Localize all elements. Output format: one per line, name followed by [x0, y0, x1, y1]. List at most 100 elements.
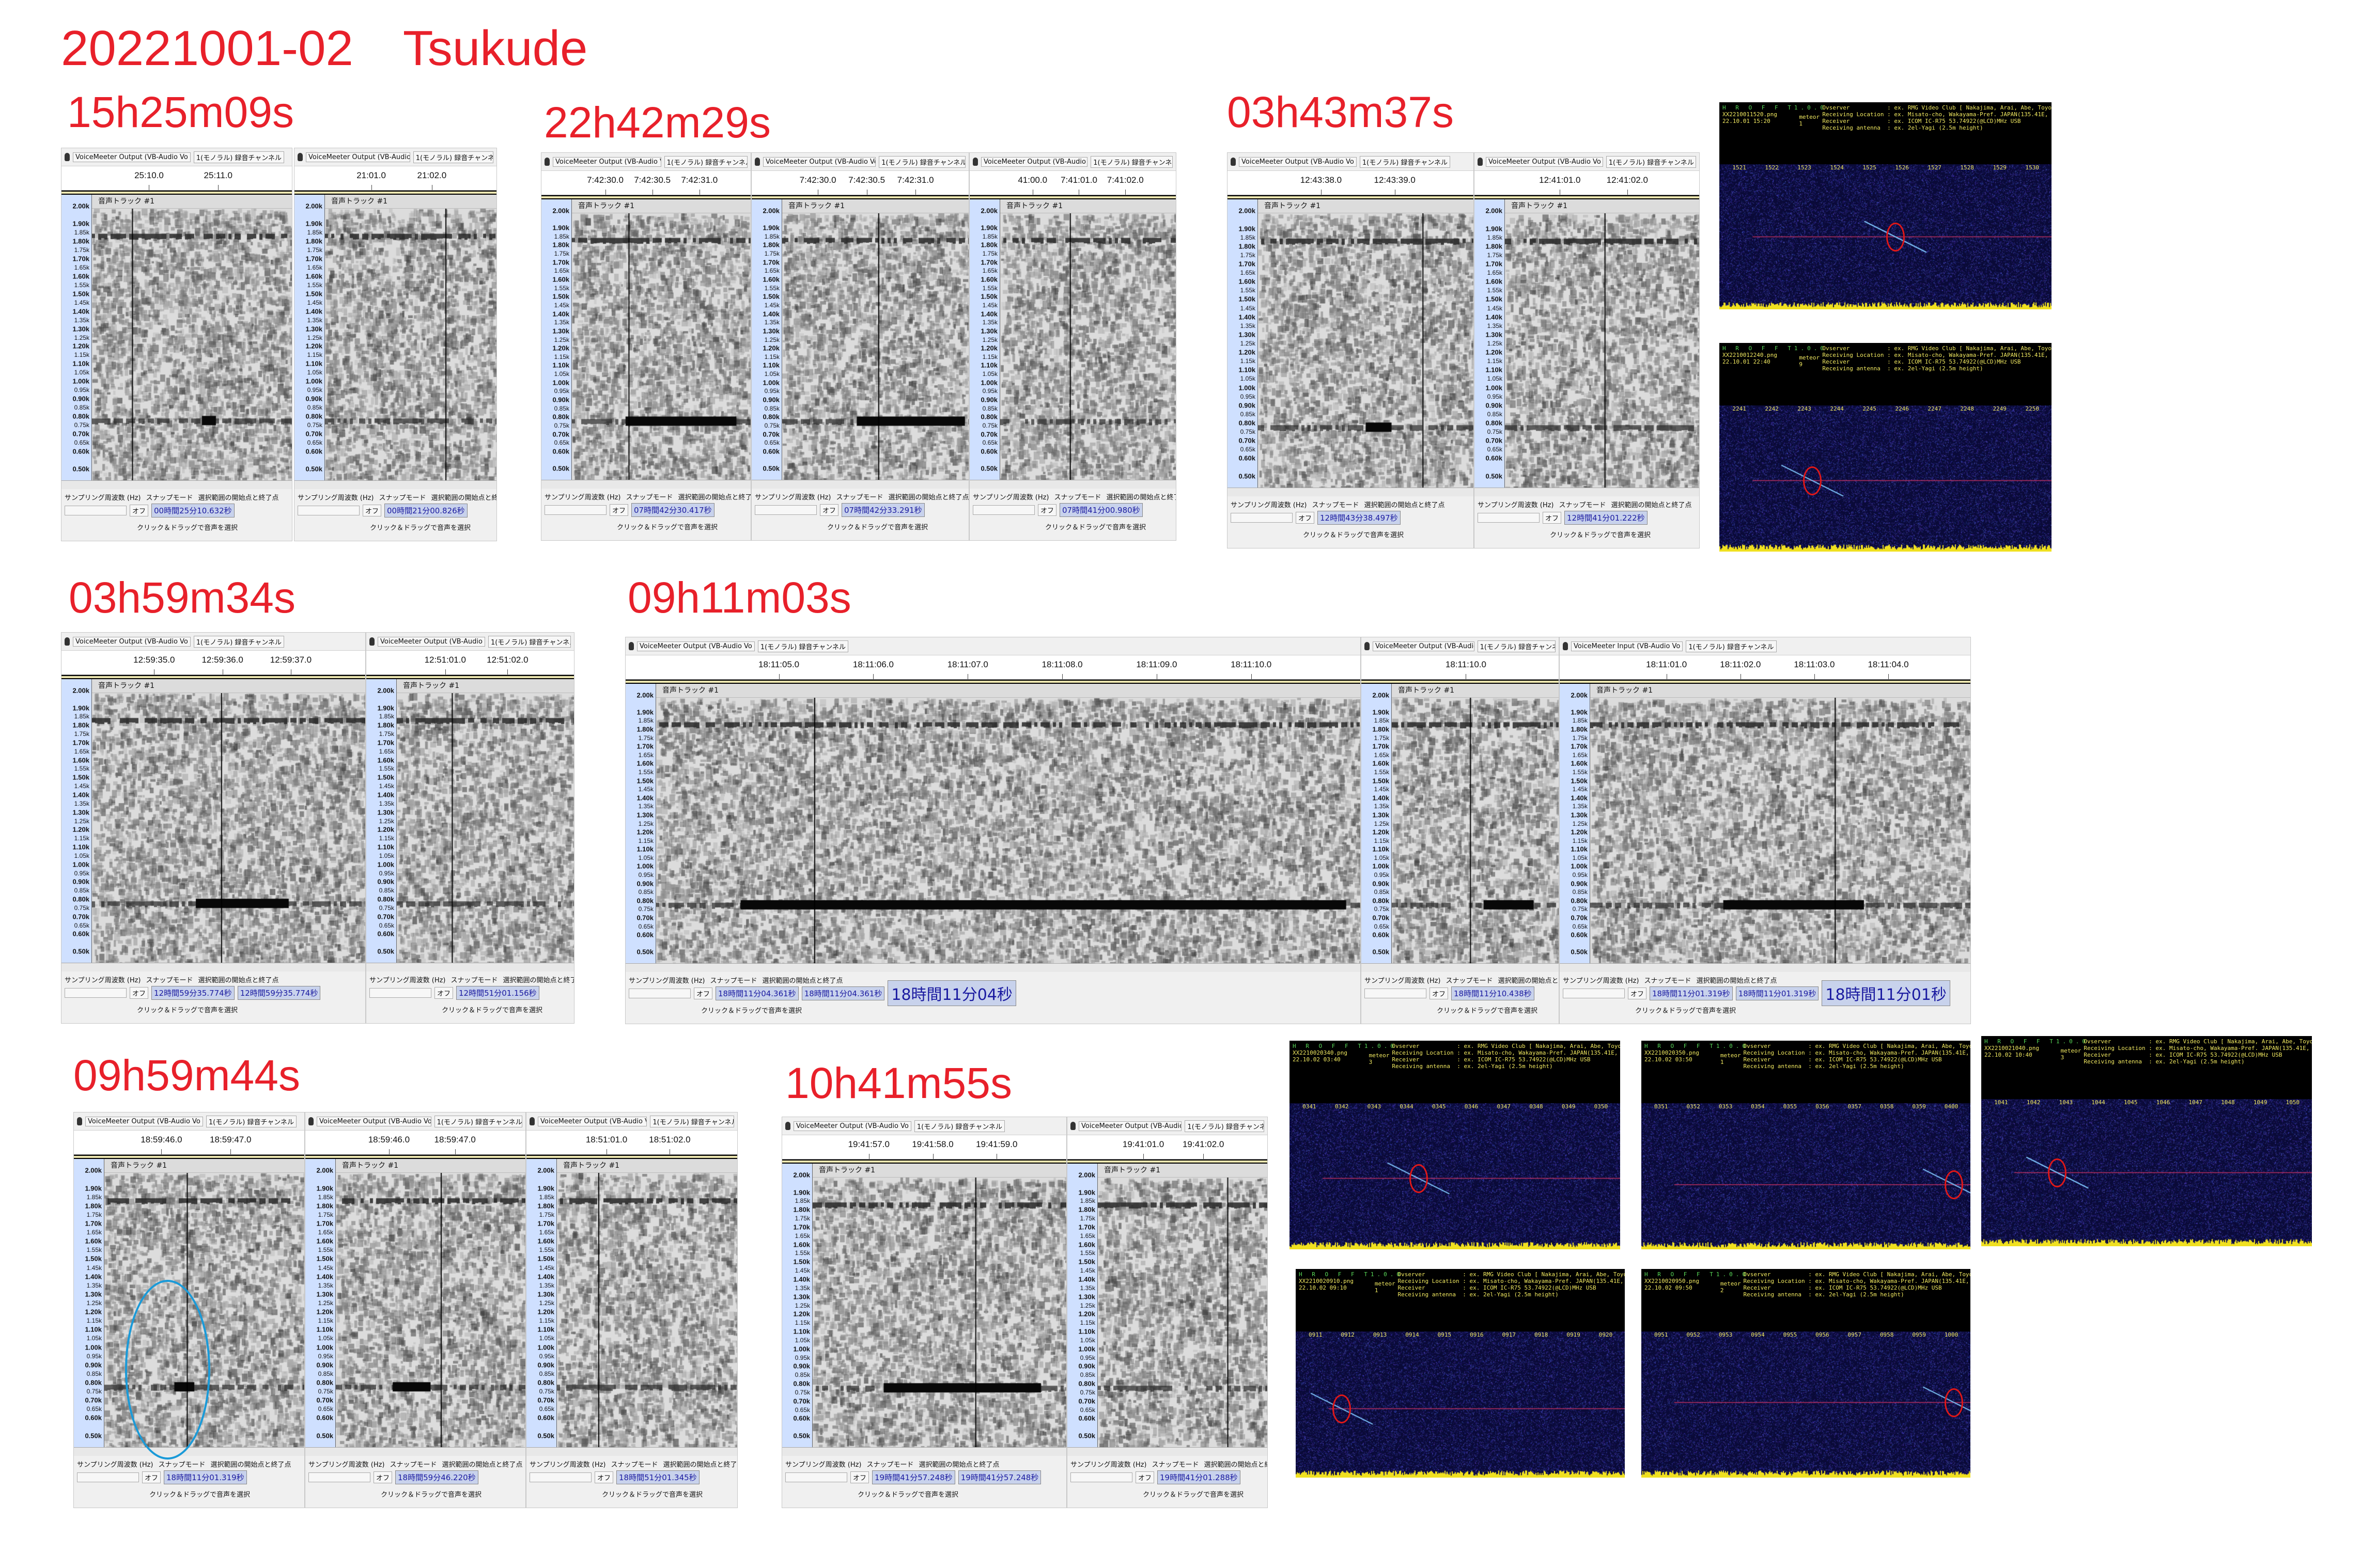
timeline-ruler[interactable]: 19:41:57.0 19:41:58.0 19:41:59.0	[782, 1135, 1066, 1159]
horizontal-scrollbar[interactable]	[305, 1447, 525, 1456]
recording-device-select[interactable]: VoiceMeeter Output (VB-Audio Vo	[378, 636, 485, 647]
timeline-ruler[interactable]: 18:51:01.0 18:51:02.0	[526, 1131, 737, 1155]
selection-time-field[interactable]: 12時間51分01.156秒	[456, 985, 539, 1000]
snap-mode-select[interactable]: オフ	[434, 986, 454, 999]
timeline-ruler[interactable]: 18:59:46.0 18:59:47.0	[305, 1131, 525, 1155]
spectrogram-area[interactable]: 音声トラック #1	[813, 1164, 1066, 1447]
channel-select[interactable]: 1(モノラル) 録音チャンネル	[650, 1115, 734, 1127]
channel-select[interactable]: 1(モノラル) 録音チャンネル	[1606, 155, 1696, 168]
horizontal-scrollbar[interactable]	[74, 1447, 304, 1456]
recording-device-select[interactable]: VoiceMeeter Output (VB-Audio Vo	[73, 152, 191, 162]
spectrogram[interactable]	[572, 213, 751, 480]
sample-rate-select[interactable]	[785, 1472, 847, 1482]
timeline-ruler[interactable]: 18:11:05.0 18:11:06.0 18:11:07.0 18:11:08.0…	[626, 655, 1360, 680]
frequency-axis[interactable]: 2.00k 1.90k 1.85k 1.80k 1.75k 1.70k 1.65k 1.60k…	[305, 1159, 336, 1447]
spectrogram[interactable]	[325, 209, 496, 480]
horizontal-scrollbar[interactable]	[626, 963, 1360, 972]
horizontal-scrollbar[interactable]	[1560, 963, 1970, 972]
timeline-ruler[interactable]: 7:42:30.0 7:42:30.5 7:42:31.0	[752, 171, 969, 195]
selection-time-field[interactable]: 00時間21分00.826秒	[384, 503, 468, 518]
channel-select[interactable]: 1(モノラル) 録音チャンネル	[1185, 1120, 1264, 1132]
horizontal-scrollbar[interactable]	[61, 963, 365, 971]
spectrogram[interactable]	[557, 1173, 737, 1447]
selection-time-field[interactable]: 07時間42分33.291秒	[842, 503, 925, 517]
sample-rate-select[interactable]	[629, 988, 691, 998]
sample-rate-select[interactable]	[755, 505, 817, 515]
snap-mode-select[interactable]: オフ	[694, 987, 713, 999]
recording-device-select[interactable]: VoiceMeeter Output (VB-Audio Vo	[73, 636, 191, 647]
horizontal-scrollbar[interactable]	[526, 1447, 737, 1456]
spectrogram-area[interactable]: 音声トラック #1	[782, 199, 969, 480]
frequency-axis[interactable]: 2.00k 1.90k 1.85k 1.80k 1.75k 1.70k 1.65k 1.60k…	[626, 684, 656, 963]
sample-rate-select[interactable]	[1563, 988, 1625, 998]
channel-select[interactable]: 1(モノラル) 録音チャンネル	[193, 151, 285, 163]
horizontal-scrollbar[interactable]	[1227, 488, 1473, 496]
selection-time-field[interactable]: 18時間11分04.361秒	[801, 986, 885, 1000]
frequency-axis[interactable]: 2.00k 1.90k 1.85k 1.80k 1.75k 1.70k 1.65k 1.60k…	[1560, 684, 1590, 963]
channel-select[interactable]: 1(モノラル) 録音チャンネル	[1686, 640, 1777, 652]
selection-time-field[interactable]: 00時間25分10.632秒	[151, 503, 235, 518]
spectrogram[interactable]	[1098, 1178, 1267, 1447]
spectrogram-area[interactable]: 音声トラック #1	[1098, 1164, 1267, 1447]
frequency-axis[interactable]: 2.00k 1.90k 1.85k 1.80k 1.75k 1.70k 1.65k 1.60k…	[74, 1159, 104, 1447]
frequency-axis[interactable]: 2.00k 1.90k 1.85k 1.80k 1.75k 1.70k 1.65k 1.60k…	[61, 195, 92, 480]
spectrogram-area[interactable]: 音声トラック #1	[325, 195, 496, 480]
channel-select[interactable]: 1(モノラル) 録音チャンネル	[193, 635, 285, 648]
sample-rate-select[interactable]	[298, 505, 360, 515]
timeline-ruler[interactable]: 7:42:30.0 7:42:30.5 7:42:31.0	[541, 171, 751, 195]
frequency-axis[interactable]: 2.00k 1.90k 1.85k 1.80k 1.75k 1.70k 1.65k 1.60k…	[970, 199, 1000, 480]
spectrogram[interactable]	[397, 693, 574, 963]
horizontal-scrollbar[interactable]	[541, 480, 751, 489]
horizontal-scrollbar[interactable]	[1067, 1447, 1267, 1456]
spectrogram-area[interactable]: 音声トラック #1	[656, 684, 1360, 963]
selection-time-field[interactable]: 18時間11分01.319秒	[164, 1470, 247, 1484]
selection-time-field[interactable]: 12時間41分01.222秒	[1564, 510, 1648, 525]
frequency-axis[interactable]: 2.00k 1.90k 1.85k 1.80k 1.75k 1.70k 1.65k 1.60k…	[1361, 684, 1392, 963]
selection-time-field[interactable]: 07時間42分30.417秒	[631, 503, 714, 517]
horizontal-scrollbar[interactable]	[782, 1447, 1066, 1456]
recording-device-select[interactable]: VoiceMeeter Output (VB-Audio Vo	[1486, 156, 1603, 167]
spectrogram-area[interactable]: 音声トラック #1	[572, 199, 751, 480]
frequency-axis[interactable]: 2.00k 1.90k 1.85k 1.80k 1.75k 1.70k 1.65k 1.60k…	[782, 1164, 813, 1447]
snap-mode-select[interactable]: オフ	[1296, 511, 1315, 524]
snap-mode-select[interactable]: オフ	[820, 504, 839, 516]
sample-rate-select[interactable]	[77, 1472, 139, 1482]
horizontal-scrollbar[interactable]	[294, 480, 496, 489]
channel-select[interactable]: 1(モノラル) 録音チャンネル	[879, 155, 966, 168]
snap-mode-select[interactable]: オフ	[1038, 504, 1057, 516]
frequency-axis[interactable]: 2.00k 1.90k 1.85k 1.80k 1.75k 1.70k 1.65k 1.60k…	[526, 1159, 557, 1447]
recording-device-select[interactable]: VoiceMeeter Output (VB-Audio Vo	[1373, 641, 1474, 651]
selection-time-field[interactable]: 18時間11分01.319秒	[1735, 986, 1819, 1000]
spectrogram[interactable]	[1392, 698, 1559, 963]
recording-device-select[interactable]: VoiceMeeter Output (VB-Audio Vo	[306, 152, 410, 162]
spectrogram-area[interactable]: 音声トラック #1	[1000, 199, 1176, 480]
horizontal-scrollbar[interactable]	[61, 480, 292, 489]
sample-rate-select[interactable]	[1364, 988, 1426, 998]
snap-mode-select[interactable]: オフ	[1543, 511, 1562, 524]
sample-rate-select[interactable]	[973, 505, 1035, 515]
snap-mode-select[interactable]: オフ	[374, 1471, 393, 1483]
sample-rate-select[interactable]	[1478, 512, 1540, 523]
channel-select[interactable]: 1(モノラル) 録音チャンネル	[664, 155, 748, 168]
timeline-ruler[interactable]: 12:59:35.0 12:59:36.0 12:59:37.0	[61, 651, 365, 675]
selection-time-field[interactable]: 18時間51分01.345秒	[616, 1470, 700, 1484]
sample-rate-select[interactable]	[369, 987, 431, 998]
sample-rate-select[interactable]	[65, 505, 127, 515]
timeline-ruler[interactable]: 18:59:46.0 18:59:47.0	[74, 1131, 304, 1155]
recording-device-select[interactable]: VoiceMeeter Input (VB-Audio Vo	[1571, 641, 1683, 651]
snap-mode-select[interactable]: オフ	[142, 1471, 161, 1483]
recording-device-select[interactable]: VoiceMeeter Output (VB-Audio Vo	[538, 1116, 647, 1126]
channel-select[interactable]: 1(モノラル) 録音チャンネル	[488, 635, 571, 648]
recording-device-select[interactable]: VoiceMeeter Output (VB-Audio Vo	[763, 156, 876, 167]
spectrogram[interactable]	[92, 693, 365, 963]
sample-rate-select[interactable]	[545, 505, 607, 515]
channel-select[interactable]: 1(モノラル) 録音チャンネル	[434, 1115, 522, 1127]
selection-time-field[interactable]: 19時間41分01.288秒	[1157, 1470, 1240, 1484]
horizontal-scrollbar[interactable]	[1474, 488, 1699, 496]
sample-rate-select[interactable]	[65, 987, 127, 998]
spectrogram[interactable]	[1590, 698, 1970, 963]
spectrogram[interactable]	[782, 213, 969, 480]
horizontal-scrollbar[interactable]	[970, 480, 1176, 489]
timeline-ruler[interactable]: 12:43:38.0 12:43:39.0	[1227, 171, 1473, 195]
frequency-axis[interactable]: 2.00k 1.90k 1.85k 1.80k 1.75k 1.70k 1.65k 1.60k…	[1474, 199, 1505, 488]
